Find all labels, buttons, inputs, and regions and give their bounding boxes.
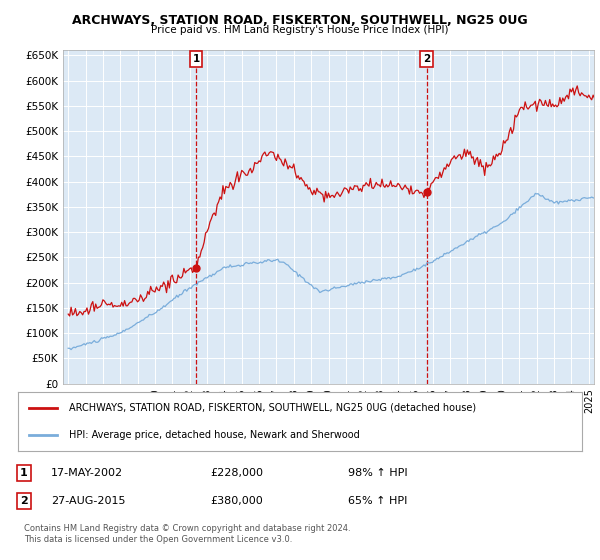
Point	[422, 187, 431, 196]
Text: Contains HM Land Registry data © Crown copyright and database right 2024.: Contains HM Land Registry data © Crown c…	[24, 524, 350, 533]
Text: HPI: Average price, detached house, Newark and Sherwood: HPI: Average price, detached house, Newa…	[69, 430, 359, 440]
Text: 2: 2	[20, 496, 28, 506]
Text: This data is licensed under the Open Government Licence v3.0.: This data is licensed under the Open Gov…	[24, 535, 292, 544]
Text: ARCHWAYS, STATION ROAD, FISKERTON, SOUTHWELL, NG25 0UG: ARCHWAYS, STATION ROAD, FISKERTON, SOUTH…	[72, 14, 528, 27]
Text: 27-AUG-2015: 27-AUG-2015	[51, 496, 125, 506]
Point	[191, 264, 201, 273]
Text: ARCHWAYS, STATION ROAD, FISKERTON, SOUTHWELL, NG25 0UG (detached house): ARCHWAYS, STATION ROAD, FISKERTON, SOUTH…	[69, 403, 476, 413]
Text: £228,000: £228,000	[210, 468, 263, 478]
Text: Price paid vs. HM Land Registry's House Price Index (HPI): Price paid vs. HM Land Registry's House …	[151, 25, 449, 35]
Text: 17-MAY-2002: 17-MAY-2002	[51, 468, 123, 478]
Text: £380,000: £380,000	[210, 496, 263, 506]
Text: 1: 1	[193, 54, 200, 64]
Text: 98% ↑ HPI: 98% ↑ HPI	[348, 468, 407, 478]
Text: 1: 1	[20, 468, 28, 478]
Text: 65% ↑ HPI: 65% ↑ HPI	[348, 496, 407, 506]
Text: 2: 2	[423, 54, 430, 64]
